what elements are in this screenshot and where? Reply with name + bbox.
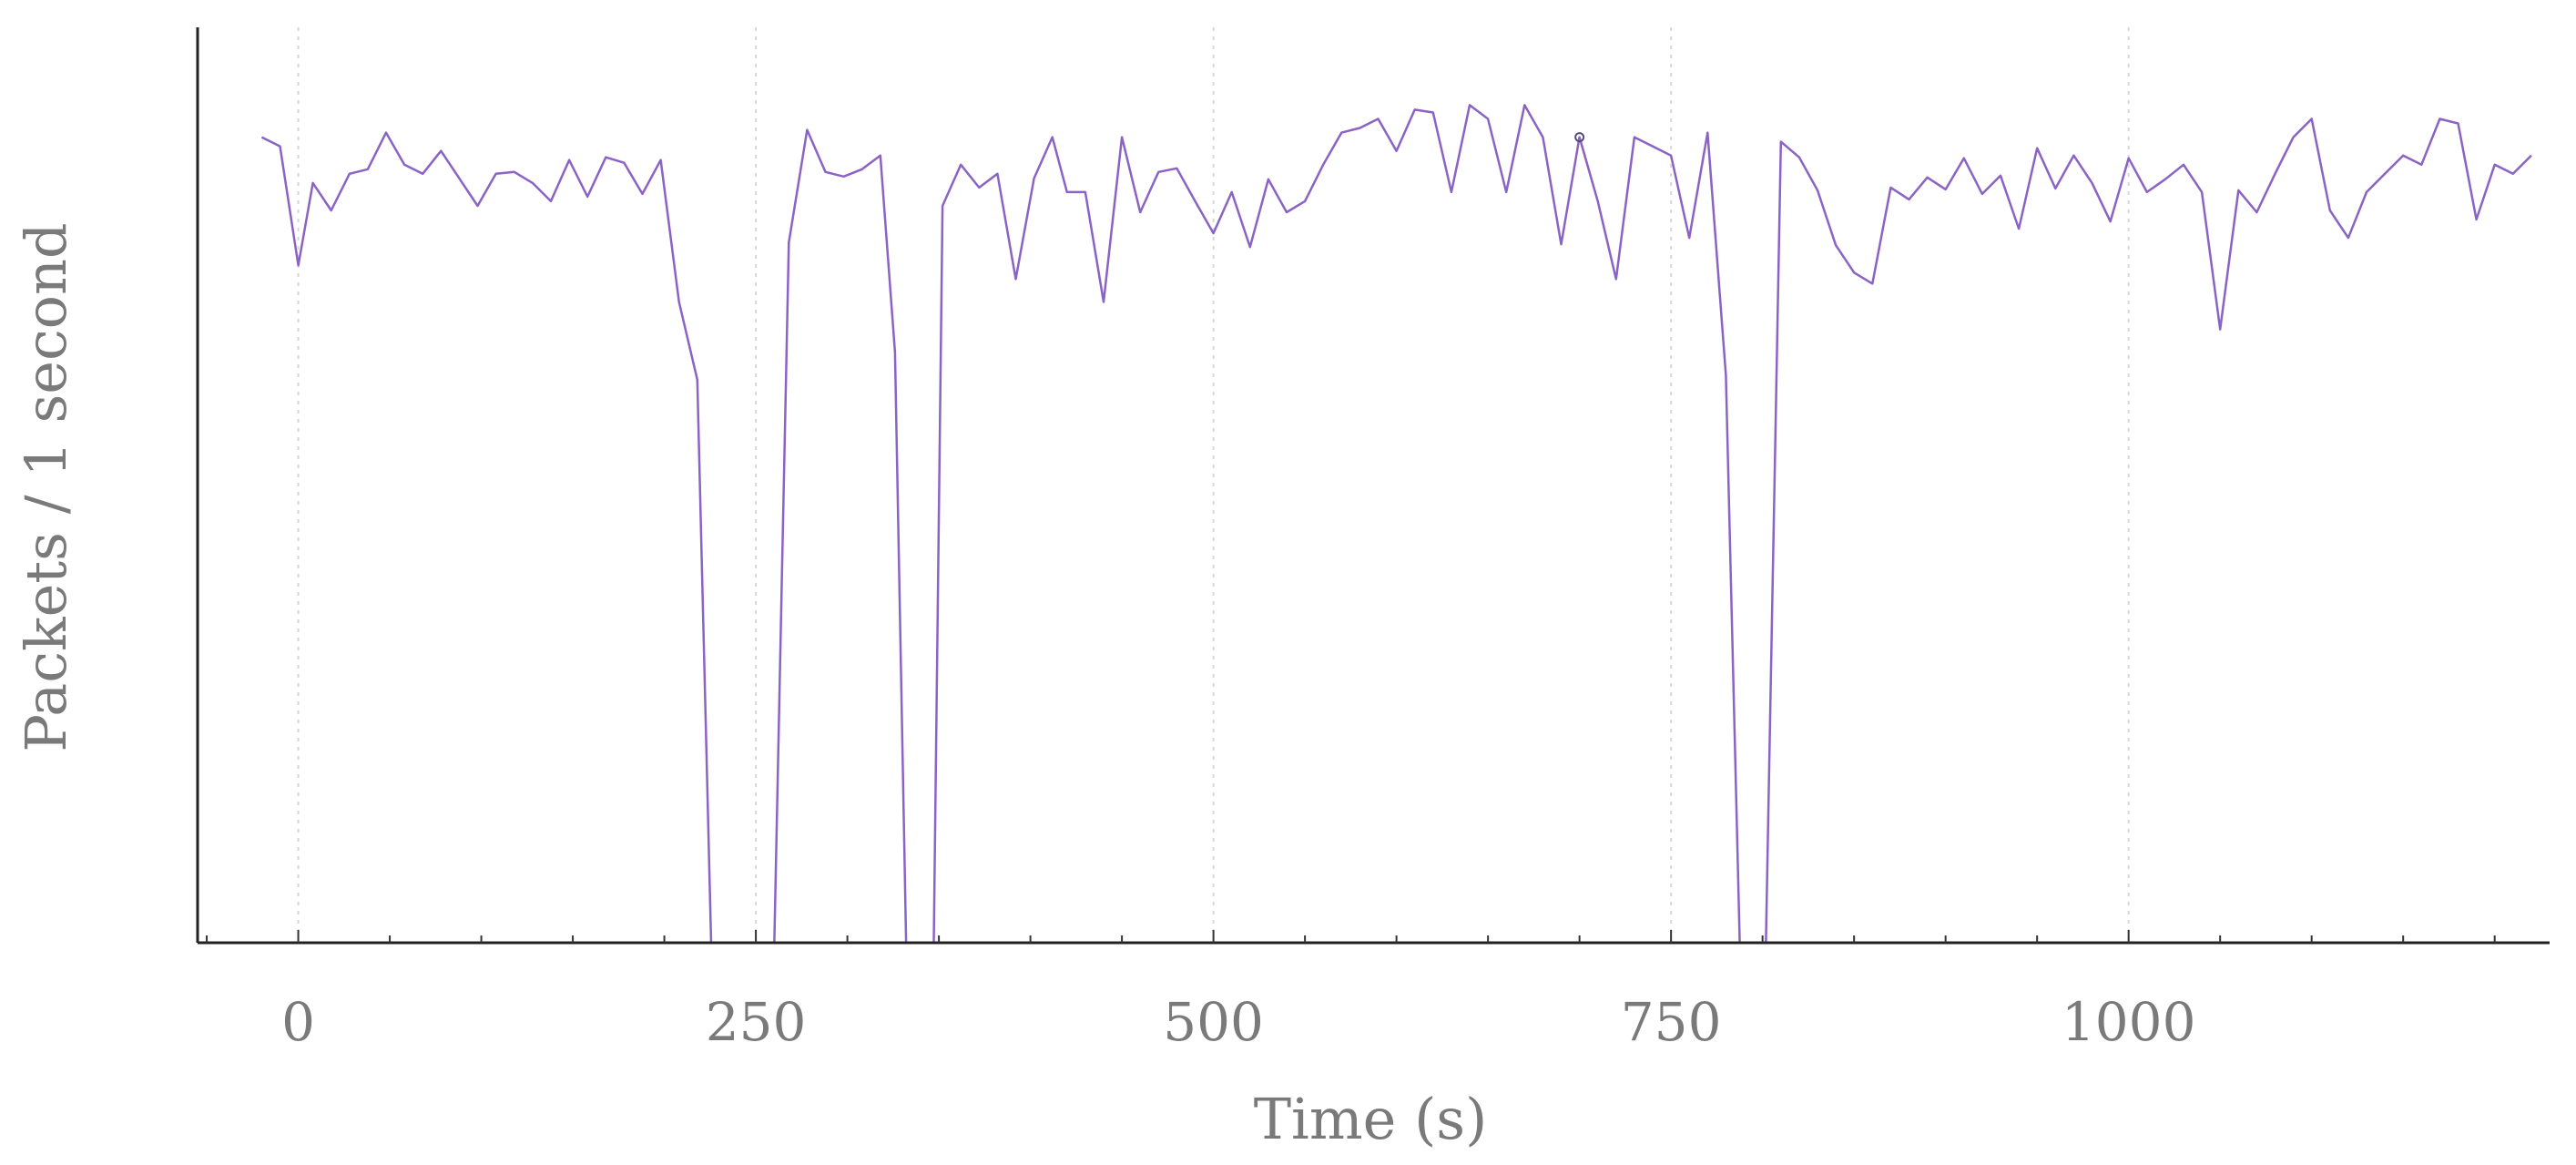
y-axis-label: Packets / 1 second	[13, 222, 79, 751]
x-ticks	[206, 930, 2496, 943]
gridlines	[297, 27, 2130, 943]
x-tick-label-2: 500	[1163, 991, 1264, 1053]
x-tick-label-4: 1000	[2062, 991, 2196, 1053]
x-tick-label-1: 250	[706, 991, 807, 1053]
series-layer	[260, 104, 2532, 943]
axes	[196, 27, 2550, 945]
x-tick-label-0: 0	[281, 991, 315, 1053]
x-axis-label: Time (s)	[1254, 1086, 1488, 1152]
x-tick-labels: 0 250 500 750 1000	[281, 991, 2195, 1053]
point-marker	[1574, 132, 1585, 143]
series-line-0	[260, 104, 2532, 943]
x-tick-label-3: 750	[1621, 991, 1722, 1053]
